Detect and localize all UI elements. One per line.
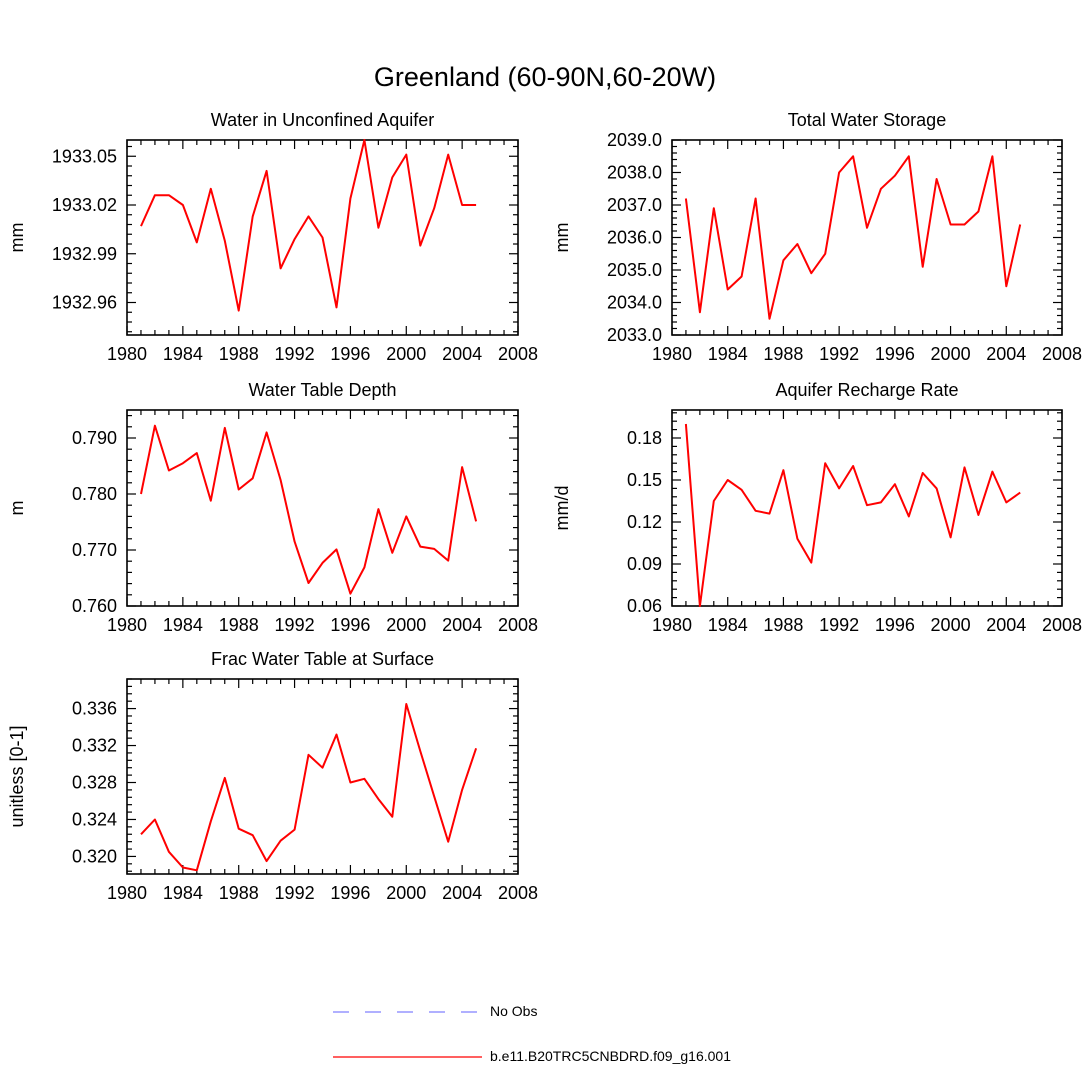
x-tick-label: 1980 (652, 615, 692, 635)
panel-water-table-depth: Water Table Depth m 1980 1984 1988 1992 1996 20… (7, 380, 538, 635)
figure-title: Greenland (60-90N,60-20W) (374, 62, 716, 92)
y-axis-label: mm (552, 223, 572, 253)
panel-title: Aquifer Recharge Rate (775, 380, 958, 400)
x-tick-label: 2000 (386, 883, 426, 903)
y-tick-label: 2034.0 (607, 293, 662, 313)
x-tick-label: 1992 (275, 883, 315, 903)
x-tick-label: 1988 (219, 615, 259, 635)
series-line (684, 155, 1022, 320)
y-tick-label: 0.760 (72, 596, 117, 616)
x-tick-label: 2004 (986, 344, 1026, 364)
x-tick-label: 2008 (498, 344, 538, 364)
legend-label-no-obs: No Obs (490, 1003, 537, 1019)
y-tick-label: 0.332 (72, 736, 117, 756)
x-tick-label: 2000 (386, 344, 426, 364)
y-tick-label: 0.770 (72, 540, 117, 560)
y-axis-label: m (7, 501, 27, 516)
y-tick-label: 0.320 (72, 846, 117, 866)
x-tick-label: 1996 (330, 883, 370, 903)
x-tick-label: 1980 (107, 883, 147, 903)
x-tick-label: 1980 (652, 344, 692, 364)
y-tick-label: 0.09 (627, 554, 662, 574)
x-tick-label: 1988 (219, 883, 259, 903)
x-tick-label: 2008 (498, 883, 538, 903)
y-tick-label: 1933.02 (52, 195, 117, 215)
x-tick-label: 2004 (442, 344, 482, 364)
panel-title: Frac Water Table at Surface (211, 649, 434, 669)
panel-title: Water in Unconfined Aquifer (211, 110, 434, 130)
y-tick-label: 0.12 (627, 512, 662, 532)
x-tick-label: 1984 (163, 615, 203, 635)
x-tick-label: 2004 (442, 615, 482, 635)
y-tick-label: 0.15 (627, 470, 662, 490)
x-tick-label: 1992 (275, 344, 315, 364)
y-tick-label: 2039.0 (607, 130, 662, 150)
series-line (140, 139, 477, 312)
x-tick-label: 1980 (107, 615, 147, 635)
y-tick-label: 0.18 (627, 428, 662, 448)
x-tick-label: 1984 (708, 344, 748, 364)
legend: No Obs b.e11.B20TRC5CNBDRD.f09_g16.001 (333, 1003, 731, 1064)
x-tick-label: 1984 (708, 615, 748, 635)
y-axis-label: mm (7, 223, 27, 253)
y-axis-label: mm/d (552, 486, 572, 531)
x-tick-label: 1996 (330, 344, 370, 364)
x-tick-label: 2000 (931, 344, 971, 364)
x-tick-label: 1988 (219, 344, 259, 364)
y-tick-label: 1933.05 (52, 146, 117, 166)
y-tick-label: 1932.99 (52, 244, 117, 264)
y-tick-label: 0.790 (72, 428, 117, 448)
x-tick-label: 1980 (107, 344, 147, 364)
series-line (140, 424, 478, 595)
panel-water-in-unconfined-aquifer: Water in Unconfined Aquifer mm 1980 1984 198… (7, 110, 538, 364)
x-tick-label: 1992 (275, 615, 315, 635)
panel-frac-water-table-at-surface: Frac Water Table at Surface unitless [0-1… (7, 649, 538, 903)
y-tick-label: 2033.0 (607, 325, 662, 345)
y-tick-label: 0.06 (627, 596, 662, 616)
y-tick-label: 2036.0 (607, 228, 662, 248)
x-tick-label: 1988 (763, 615, 803, 635)
x-tick-label: 1992 (819, 344, 859, 364)
y-tick-label: 2037.0 (607, 195, 662, 215)
y-tick-label: 0.780 (72, 484, 117, 504)
x-tick-label: 2008 (1042, 615, 1082, 635)
x-tick-label: 1984 (163, 883, 203, 903)
series-line (140, 703, 478, 872)
x-tick-label: 1992 (819, 615, 859, 635)
legend-label-model-run: b.e11.B20TRC5CNBDRD.f09_g16.001 (490, 1048, 731, 1064)
x-tick-label: 1988 (763, 344, 803, 364)
x-tick-label: 2008 (498, 615, 538, 635)
y-tick-label: 0.324 (72, 809, 117, 829)
panel-total-water-storage: Total Water Storage mm 1980 1984 1988 1992 199… (552, 110, 1082, 364)
y-tick-label: 2038.0 (607, 163, 662, 183)
x-tick-label: 2000 (931, 615, 971, 635)
panel-title: Water Table Depth (248, 380, 396, 400)
x-tick-label: 2004 (986, 615, 1026, 635)
x-tick-label: 2004 (442, 883, 482, 903)
x-tick-label: 1996 (330, 615, 370, 635)
x-tick-label: 1996 (875, 344, 915, 364)
y-tick-label: 1932.96 (52, 293, 117, 313)
panel-aquifer-recharge-rate: Aquifer Recharge Rate mm/d 1980 1984 1988 199… (552, 380, 1082, 635)
x-tick-label: 1984 (163, 344, 203, 364)
y-tick-label: 0.328 (72, 773, 117, 793)
series-line (684, 423, 1021, 607)
y-tick-label: 0.336 (72, 699, 117, 719)
panel-title: Total Water Storage (788, 110, 946, 130)
y-tick-label: 2035.0 (607, 260, 662, 280)
x-tick-label: 2000 (386, 615, 426, 635)
y-axis-label: unitless [0-1] (7, 725, 27, 827)
x-tick-label: 1996 (875, 615, 915, 635)
x-tick-label: 2008 (1042, 344, 1082, 364)
